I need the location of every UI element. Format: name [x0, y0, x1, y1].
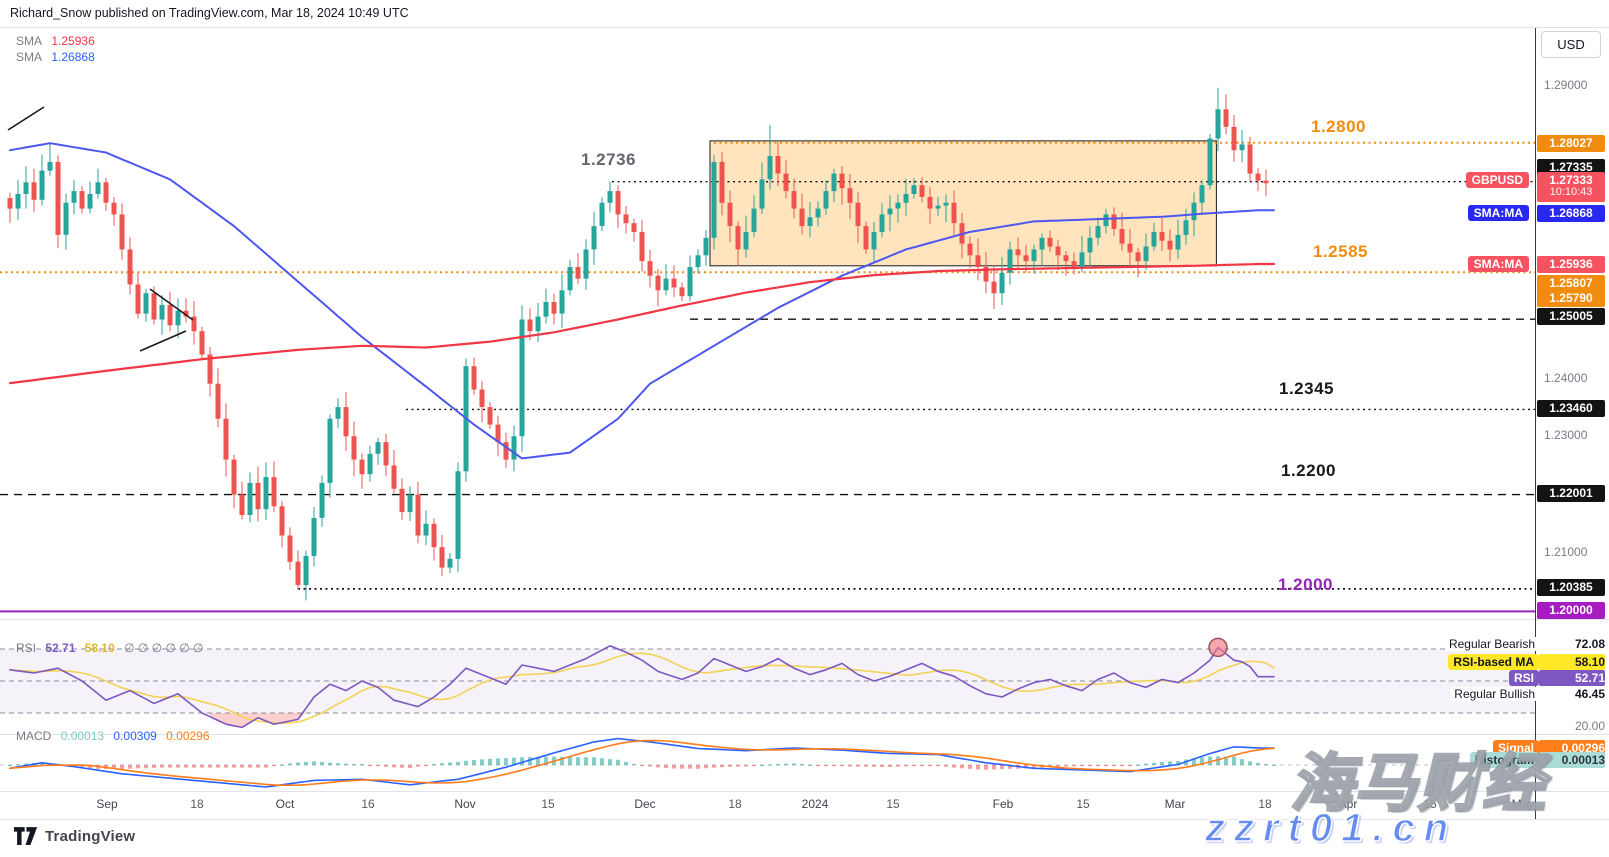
indicator-axis-value: 58.10: [1539, 654, 1605, 670]
watermark-cjk: 海马财经: [1289, 748, 1547, 821]
header-bar: Richard_Snow published on TradingView.co…: [0, 0, 1609, 28]
indicator-axis-row: Histogram 0.00013: [1469, 752, 1605, 768]
price-axis-badge: 1.22001: [1537, 484, 1605, 502]
last-price: 1.27333: [1549, 173, 1593, 187]
price-level-label: 1.2800: [1311, 117, 1366, 136]
price-level-label: 1.2000: [1278, 575, 1333, 594]
indicator-axis-value: 52.71: [1539, 670, 1605, 686]
sma-label-2: SMA: [16, 50, 43, 64]
currency-toggle-button[interactable]: USD: [1541, 31, 1601, 58]
price-axis-badge: 1.26868: [1537, 204, 1605, 222]
time-tick-label: Feb: [992, 797, 1014, 811]
tradingview-brand-text: TradingView: [45, 828, 136, 845]
price-axis-badge: 1.25790: [1537, 289, 1605, 307]
indicator-axis-row: Regular Bearish 72.08: [1444, 636, 1605, 652]
price-axis-badge: 1.25005: [1537, 307, 1605, 325]
time-tick-label: May: [1511, 797, 1535, 811]
price-axis-badge: 1.20385: [1537, 578, 1605, 596]
indicator-axis-value: 72.08: [1574, 637, 1605, 651]
rsi-legend[interactable]: RSI 52.71 58.10 ∅ ∅ ∅ ∅ ∅ ∅: [16, 641, 210, 655]
time-tick-label: 18: [190, 797, 204, 811]
time-tick-label: Mar: [1164, 797, 1186, 811]
rsi-value: 52.71: [45, 641, 76, 655]
last-update-time: 10:10:43: [1549, 186, 1593, 198]
price-level-label: 1.2345: [1279, 379, 1334, 398]
indicator-axis-label: Regular Bullish: [1450, 687, 1539, 701]
sma-blue-value: 1.26868: [51, 50, 95, 64]
sma-label: SMA: [16, 34, 43, 48]
price-axis-badge: 1.27333 10:10:43: [1537, 172, 1605, 202]
time-tick-label: 15: [886, 797, 900, 811]
time-tick-label: 2024: [801, 797, 829, 811]
price-level-label: 1.2585: [1313, 242, 1368, 261]
price-axis-badge: 1.27335: [1537, 158, 1605, 176]
price-tick-label: 1.24000: [1544, 371, 1588, 385]
rsi-ma-value: 58.10: [84, 641, 115, 655]
time-tick-label: Sep: [96, 797, 118, 811]
series-tag-smama: SMA:MA: [1467, 205, 1529, 221]
indicator-axis-row: RSI-based MA 58.10: [1448, 654, 1605, 670]
indicator-axis-label: Histogram: [1469, 752, 1539, 768]
sma-red-value: 1.25936: [51, 34, 95, 48]
macd-legend[interactable]: MACD 0.00013 0.00309 0.00296: [16, 729, 216, 743]
indicator-axis-label: RSI-based MA: [1448, 654, 1539, 670]
macd-signal-value: 0.00296: [166, 729, 210, 743]
time-tick-label: 15: [1076, 797, 1090, 811]
indicator-axis-value: 20.00: [1574, 719, 1605, 733]
series-tag-smama: SMA:MA: [1467, 256, 1529, 272]
indicator-axis-row: Regular Bullish 46.45: [1450, 686, 1605, 702]
indicator-axis-value: 0.00013: [1539, 752, 1605, 768]
rsi-empty-values: ∅ ∅ ∅ ∅ ∅ ∅: [124, 641, 204, 655]
indicator-axis-label: RSI: [1508, 670, 1539, 686]
time-tick-label: 15: [541, 797, 555, 811]
tradingview-brand[interactable]: TradingView: [14, 827, 135, 846]
indicator-axis-value: 46.45: [1574, 687, 1605, 701]
price-tick-label: 1.21000: [1544, 545, 1588, 559]
time-tick-label: 18: [1258, 797, 1272, 811]
sma-legend-red[interactable]: SMA 1.25936: [16, 34, 101, 48]
time-tick-label: Dec: [634, 797, 656, 811]
macd-hist-value: 0.00013: [60, 729, 105, 743]
indicator-axis-label: Regular Bearish: [1444, 637, 1539, 651]
time-tick-label: 18: [728, 797, 742, 811]
time-tick-label: Apr: [1338, 797, 1358, 811]
indicator-axis-row: RSI 52.71: [1508, 670, 1605, 686]
time-tick-label: Nov: [454, 797, 476, 811]
indicator-axis-row: 20.00: [1539, 718, 1605, 734]
price-level-label: 1.2736: [581, 150, 636, 169]
price-axis-badge: 1.25936: [1537, 255, 1605, 273]
time-tick-label: 15: [1423, 797, 1437, 811]
macd-label: MACD: [16, 729, 52, 743]
series-tag-gbpusd: GBPUSD: [1465, 172, 1529, 188]
time-tick-label: Oct: [275, 797, 295, 811]
price-tick-label: 1.23000: [1544, 428, 1588, 442]
price-axis-badge: 1.25807: [1537, 274, 1605, 292]
price-axis-badge: 1.20000: [1537, 601, 1605, 619]
time-tick-label: 16: [361, 797, 375, 811]
tradingview-logo-icon: [14, 827, 38, 845]
price-tick-label: 1.29000: [1544, 78, 1588, 92]
price-axis-badge: 1.28027: [1537, 134, 1605, 152]
sma-legend-blue[interactable]: SMA 1.26868: [16, 50, 101, 64]
price-level-label: 1.2200: [1281, 461, 1336, 480]
price-axis-badge: 1.23460: [1537, 399, 1605, 417]
rsi-label: RSI: [16, 641, 37, 655]
watermark-url: zzrt01.cn: [1204, 805, 1458, 851]
macd-line-value: 0.00309: [113, 729, 157, 743]
publish-attribution: Richard_Snow published on TradingView.co…: [10, 6, 409, 20]
